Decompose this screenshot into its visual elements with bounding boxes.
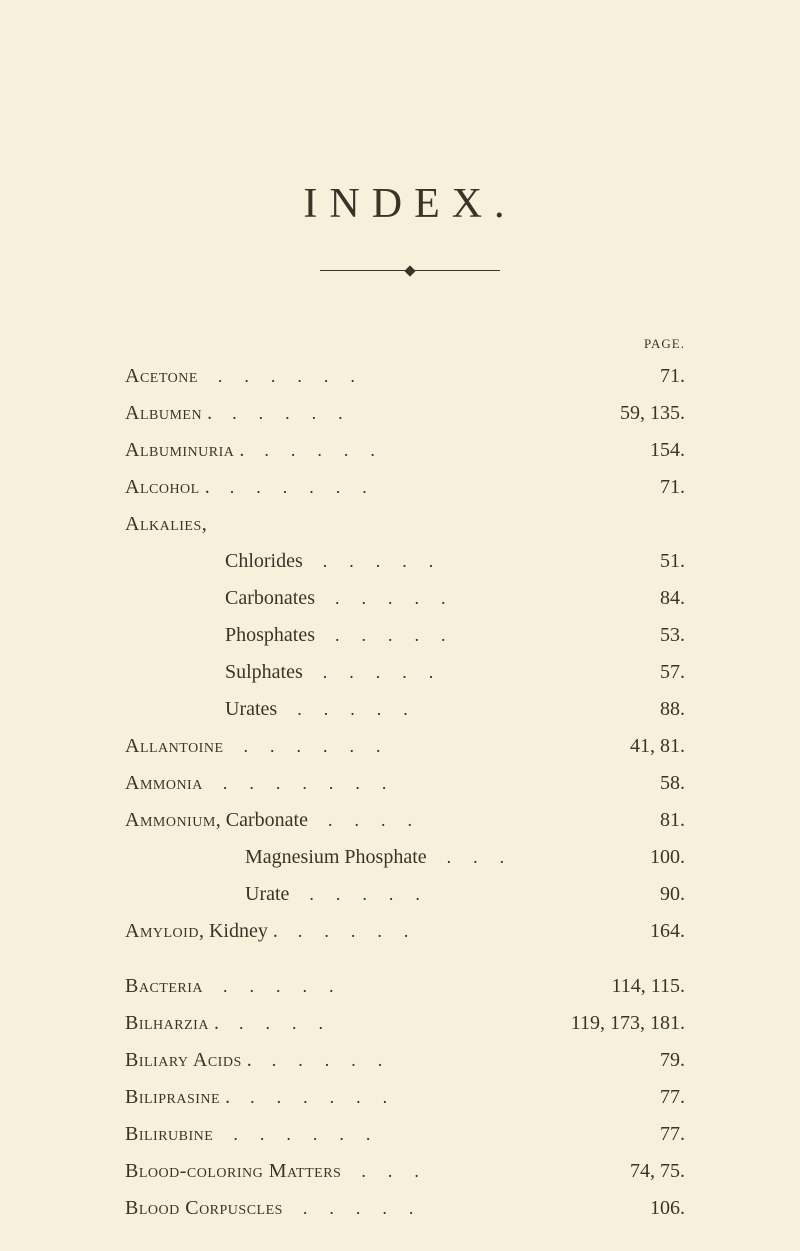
entry-pages: 53. <box>605 617 695 654</box>
entry-label: Carbonates <box>225 580 315 617</box>
entry-gap <box>125 950 695 968</box>
entry-label: Ammonia <box>125 765 203 802</box>
entry-label: Ammonium, Carbonate <box>125 802 308 839</box>
entry-dots: ..... <box>315 619 605 652</box>
entry-pages: 79. <box>605 1042 695 1079</box>
divider-wrap <box>125 258 695 276</box>
index-entry: Alcohol .......71. <box>125 469 695 506</box>
entry-pages: 90. <box>605 876 695 913</box>
entry-label: Bilirubine <box>125 1116 213 1153</box>
entry-pages: 154. <box>605 432 695 469</box>
entry-dots: ...... <box>210 471 605 504</box>
entry-pages: 164. <box>605 913 695 950</box>
entry-label: Urates <box>225 691 277 728</box>
index-entry: Chlorides.....51. <box>125 543 695 580</box>
entry-pages: 81. <box>605 802 695 839</box>
entry-label: Albumen . <box>125 395 212 432</box>
entry-dots: ... <box>427 841 605 874</box>
entry-dots: ... <box>341 1155 605 1188</box>
index-entry: Ammonium, Carbonate....81. <box>125 802 695 839</box>
index-entry: Magnesium Phosphate...100. <box>125 839 695 876</box>
index-entry: Urates.....88. <box>125 691 695 728</box>
index-entry: Amyloid, Kidney ......164. <box>125 913 695 950</box>
entry-label: Alkalies, <box>125 506 207 543</box>
entry-pages: 51. <box>605 543 695 580</box>
entry-pages: 71. <box>605 469 695 506</box>
entry-label: Blood-coloring Matters <box>125 1153 341 1190</box>
entry-label: Phosphates <box>225 617 315 654</box>
entry-dots: ...... <box>213 1118 605 1151</box>
index-list: Acetone......71.Albumen ......59, 135.Al… <box>125 358 695 1227</box>
entry-dots: ..... <box>303 545 605 578</box>
entry-dots: ..... <box>277 693 605 726</box>
entry-label: Magnesium Phosphate <box>245 839 427 876</box>
index-entry: Urate.....90. <box>125 876 695 913</box>
entry-pages: 119, 173, 181. <box>571 1005 695 1042</box>
entry-label: Acetone <box>125 358 198 395</box>
entry-label: Amyloid, Kidney . <box>125 913 278 950</box>
entry-dots: ..... <box>283 1192 605 1225</box>
entry-pages: 59, 135. <box>605 395 695 432</box>
index-entry: Carbonates.....84. <box>125 580 695 617</box>
entry-dots: ..... <box>289 878 605 911</box>
entry-dots: ..... <box>315 582 605 615</box>
entry-pages: 100. <box>605 839 695 876</box>
entry-label: Blood Corpuscles <box>125 1190 283 1227</box>
entry-pages: 106. <box>605 1190 695 1227</box>
entry-dots: ..... <box>278 915 605 948</box>
entry-dots: .... <box>219 1007 571 1040</box>
entry-pages: 74, 75. <box>605 1153 695 1190</box>
entry-pages: 88. <box>605 691 695 728</box>
entry-dots: ..... <box>252 1044 605 1077</box>
entry-label: Bacteria <box>125 968 203 1005</box>
index-entry: Bilirubine......77. <box>125 1116 695 1153</box>
index-entry: Albumen ......59, 135. <box>125 395 695 432</box>
entry-pages: 41, 81. <box>605 728 695 765</box>
entry-label: Sulphates <box>225 654 303 691</box>
index-entry: Allantoine......41, 81. <box>125 728 695 765</box>
index-entry: Biliary Acids ......79. <box>125 1042 695 1079</box>
index-entry: Phosphates.....53. <box>125 617 695 654</box>
entry-pages: 71. <box>605 358 695 395</box>
entry-pages: 114, 115. <box>605 968 695 1005</box>
entry-label: Urate <box>245 876 289 913</box>
index-entry: Bilharzia .....119, 173, 181. <box>125 1005 695 1042</box>
entry-dots: ....... <box>203 767 605 800</box>
entry-label: Alcohol . <box>125 469 210 506</box>
entry-pages: 58. <box>605 765 695 802</box>
index-entry: Alkalies, <box>125 506 695 543</box>
entry-dots: ...... <box>224 730 605 763</box>
entry-dots: ...... <box>230 1081 605 1114</box>
index-entry: Albuminuria ......154. <box>125 432 695 469</box>
entry-dots: ...... <box>198 360 605 393</box>
page-column-label: PAGE. <box>125 336 695 352</box>
entry-dots: ..... <box>203 970 605 1003</box>
entry-dots: ..... <box>244 434 605 467</box>
index-title: INDEX. <box>125 180 695 228</box>
entry-pages: 84. <box>605 580 695 617</box>
index-entry: Blood Corpuscles.....106. <box>125 1190 695 1227</box>
entry-label: Biliprasine . <box>125 1079 230 1116</box>
entry-label: Bilharzia . <box>125 1005 219 1042</box>
entry-label: Albuminuria . <box>125 432 244 469</box>
index-entry: Ammonia.......58. <box>125 765 695 802</box>
divider <box>320 270 500 271</box>
entry-pages: 77. <box>605 1116 695 1153</box>
index-entry: Sulphates.....57. <box>125 654 695 691</box>
index-entry: Blood-coloring Matters...74, 75. <box>125 1153 695 1190</box>
entry-label: Biliary Acids . <box>125 1042 252 1079</box>
entry-pages: 57. <box>605 654 695 691</box>
index-entry: Biliprasine .......77. <box>125 1079 695 1116</box>
index-entry: Acetone......71. <box>125 358 695 395</box>
entry-dots: .... <box>308 804 605 837</box>
entry-pages: 77. <box>605 1079 695 1116</box>
entry-dots: ..... <box>303 656 605 689</box>
entry-dots: ..... <box>212 397 605 430</box>
entry-label: Chlorides <box>225 543 303 580</box>
index-entry: Bacteria.....114, 115. <box>125 968 695 1005</box>
entry-label: Allantoine <box>125 728 224 765</box>
